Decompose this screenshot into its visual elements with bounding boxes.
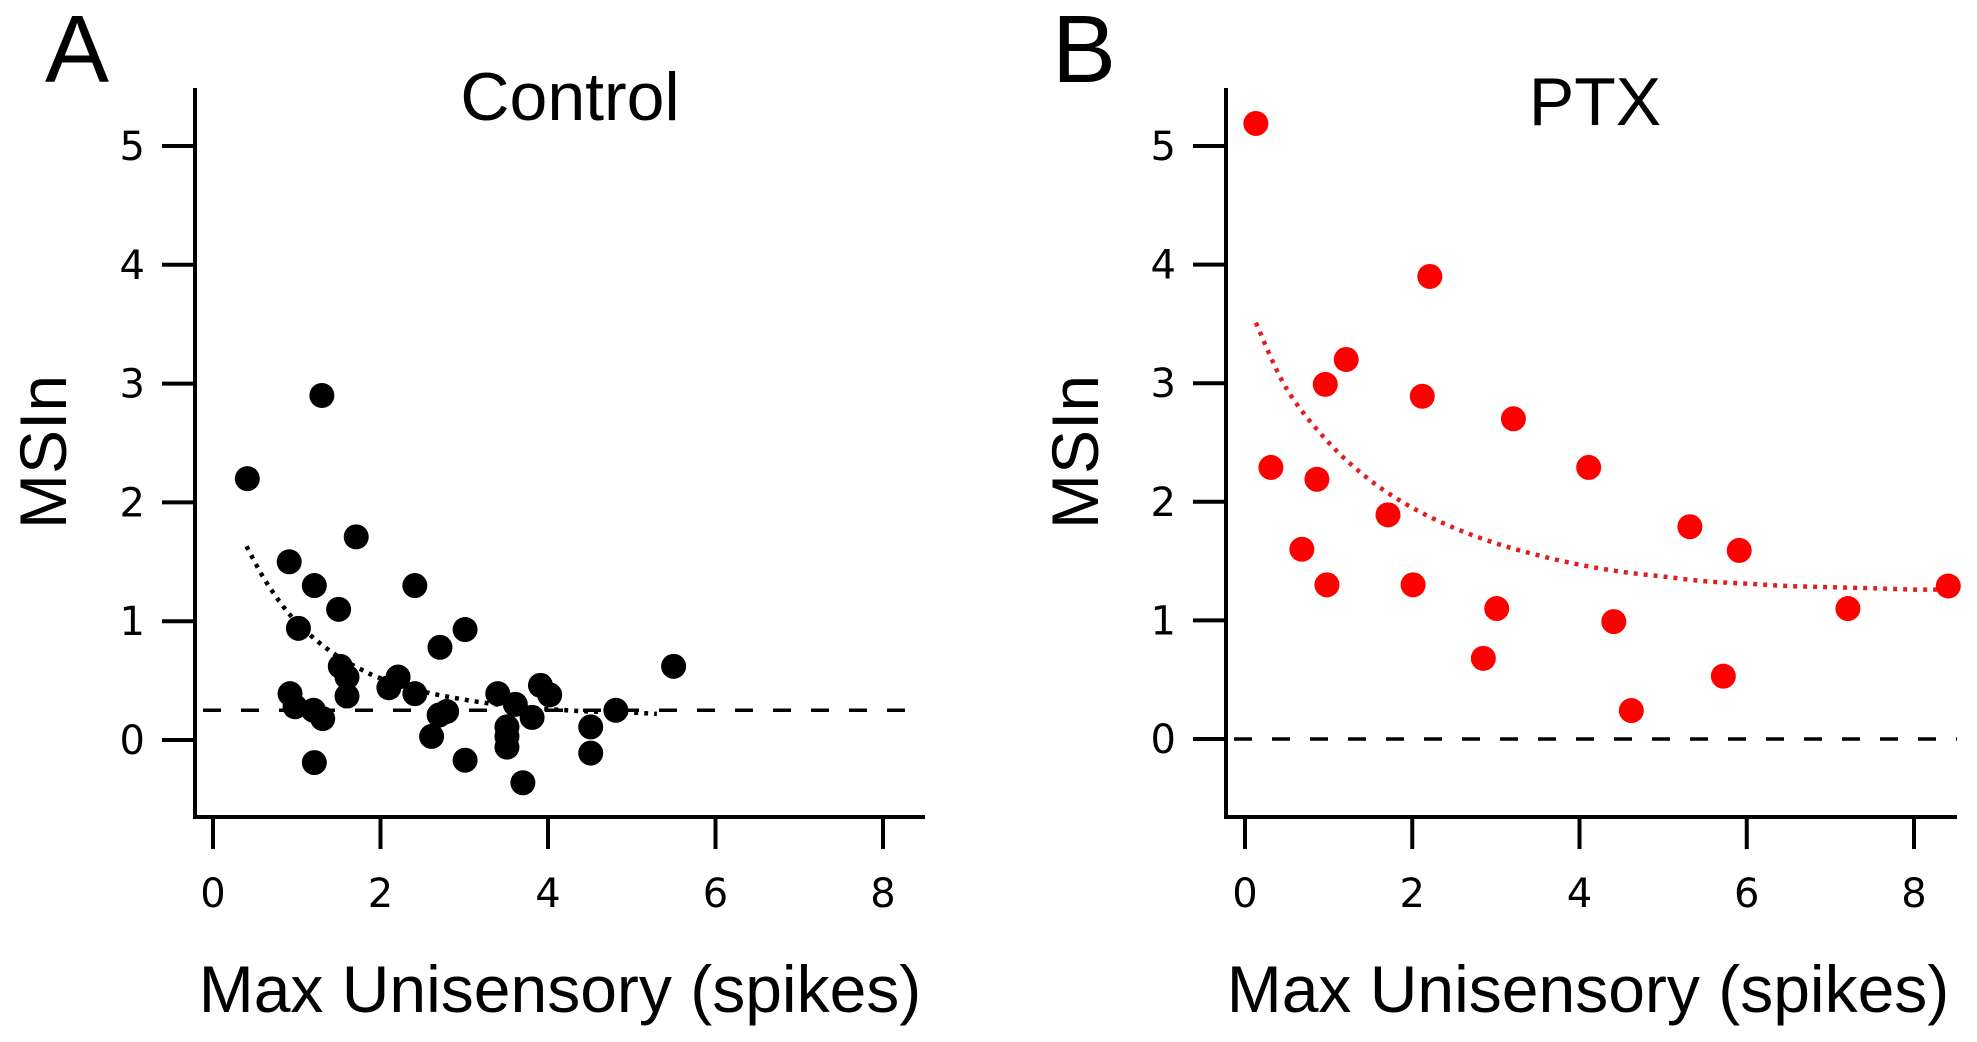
panel-a-data-point xyxy=(578,740,604,766)
panel-a-y-tick-label: 5 xyxy=(120,124,145,170)
panel-a-data-point xyxy=(234,466,260,492)
panel-a-y-tick-label: 3 xyxy=(120,362,145,408)
panel-letter-b: B xyxy=(1052,0,1116,103)
panel-b-fit-curve xyxy=(1253,321,1940,592)
panel-a-y-tick-label: 4 xyxy=(120,243,145,289)
panel-b-data-point xyxy=(1258,454,1284,480)
panel-a-data-point xyxy=(285,615,311,641)
panel-b-y-tick-label: 4 xyxy=(1151,243,1176,289)
panel-a-y-tick-label: 2 xyxy=(120,480,145,526)
panel-a-x-tick-label: 0 xyxy=(200,871,225,917)
panel-a-fit-curve-group xyxy=(244,545,657,717)
panel-b-data-point xyxy=(1304,466,1330,492)
panel-a-data-point xyxy=(309,382,335,408)
panel-b-data-point xyxy=(1618,698,1644,724)
panel-a-data-point xyxy=(661,653,687,679)
panel-b-data-point xyxy=(1417,263,1443,289)
panel-b-data-point xyxy=(1312,371,1338,397)
panel-letter-a: A xyxy=(45,0,109,103)
panel-a-data-point xyxy=(402,573,428,599)
panel-a-axis-lines xyxy=(193,88,925,819)
panel-a-data-point xyxy=(419,723,445,749)
panel-a-data-point xyxy=(452,617,478,643)
panel-a-axes xyxy=(193,88,925,819)
panel-a-data-point xyxy=(334,664,360,690)
panel-b-data-point xyxy=(1935,573,1961,599)
panel-a-data-point xyxy=(537,682,563,708)
panel-a-data-point xyxy=(578,714,604,740)
panel-b-data-point xyxy=(1500,406,1526,432)
panel-b-y-tick-label: 5 xyxy=(1151,124,1176,170)
panel-a-x-tick-label: 2 xyxy=(368,871,393,917)
panel-b-y-tick-label: 2 xyxy=(1151,480,1176,526)
panel-a-data-point xyxy=(301,750,327,776)
panel-a-y-axis-label: MSIn xyxy=(6,375,80,529)
panel-a-fit-curve xyxy=(244,545,657,717)
panel-b-data-point xyxy=(1314,572,1340,598)
panel-b-y-axis-label: MSIn xyxy=(1038,375,1112,529)
panel-b-axis-lines xyxy=(1224,88,1957,819)
panel-a-data-point xyxy=(402,681,428,707)
panel-a-data-point xyxy=(376,675,402,701)
panel-a-data-point xyxy=(510,770,536,796)
panel-b-y-tick-label: 1 xyxy=(1151,598,1176,644)
panel-b-data-point xyxy=(1710,663,1736,689)
panel-b-x-axis-label: Max Unisensory (spikes) xyxy=(1227,952,1950,1026)
panel-a-x-axis-label: Max Unisensory (spikes) xyxy=(199,952,922,1026)
panel-a-data-point xyxy=(310,706,336,732)
panel-a-control: A Control MSIn Max Unisensory (spikes) 0… xyxy=(6,0,925,1026)
panel-b-data-point xyxy=(1400,572,1426,598)
panel-b-data-point xyxy=(1484,596,1510,622)
panel-b-data-point xyxy=(1289,536,1315,562)
panel-b-points xyxy=(1243,110,1961,724)
panel-a-data-point xyxy=(603,697,629,723)
panel-a-data-point xyxy=(334,683,360,709)
panel-a-data-point xyxy=(276,549,302,575)
panel-a-data-point xyxy=(502,691,528,717)
panel-b-data-point xyxy=(1835,596,1861,622)
panel-b-y-tick-label: 0 xyxy=(1151,717,1176,763)
panel-b-x-ticks: 0 2 4 6 8 xyxy=(1232,817,1927,917)
panel-a-data-point xyxy=(494,734,520,760)
panel-b-data-point xyxy=(1375,502,1401,528)
panel-a-x-tick-label: 6 xyxy=(703,871,728,917)
panel-a-data-point xyxy=(301,573,327,599)
panel-b-data-point xyxy=(1333,346,1359,372)
panel-b-data-point xyxy=(1601,609,1627,635)
panel-b-axes xyxy=(1224,88,1957,819)
panel-a-data-point xyxy=(427,634,453,660)
panel-a-y-ticks: 0 1 2 3 4 5 xyxy=(120,124,195,764)
panel-b-data-point xyxy=(1243,110,1269,136)
panel-a-y-tick-label: 0 xyxy=(120,718,145,764)
panel-b-data-point xyxy=(1470,645,1496,671)
panel-b-data-point xyxy=(1726,537,1752,563)
panel-b-x-tick-label: 6 xyxy=(1734,871,1759,917)
panel-b-x-tick-label: 8 xyxy=(1901,871,1926,917)
panel-a-y-tick-label: 1 xyxy=(120,599,145,645)
panel-a-data-point xyxy=(426,702,452,728)
panel-a-x-tick-label: 4 xyxy=(535,871,560,917)
panel-b-ptx: B PTX MSIn Max Unisensory (spikes) 0 1 2 3 4… xyxy=(1038,0,1961,1026)
panel-a-x-tick-label: 8 xyxy=(870,871,895,917)
panel-b-y-tick-label: 3 xyxy=(1151,361,1176,407)
panel-a-points xyxy=(234,382,687,796)
panel-a-data-point xyxy=(519,704,545,730)
panel-b-data-point xyxy=(1409,383,1435,409)
panel-b-title: PTX xyxy=(1529,64,1661,140)
panel-b-x-tick-label: 2 xyxy=(1400,871,1425,917)
panel-a-x-ticks: 0 2 4 6 8 xyxy=(200,817,896,917)
panel-a-data-point xyxy=(452,747,478,773)
panel-a-title: Control xyxy=(460,59,679,135)
panel-b-y-ticks: 0 1 2 3 4 5 xyxy=(1151,124,1226,763)
panel-b-fit-curve-group xyxy=(1253,321,1940,592)
panel-a-data-point xyxy=(343,524,369,550)
panel-b-x-tick-label: 4 xyxy=(1567,871,1592,917)
panel-b-data-point xyxy=(1576,454,1602,480)
panel-b-data-point xyxy=(1677,514,1703,540)
panel-a-data-point xyxy=(326,596,352,622)
panel-b-x-tick-label: 0 xyxy=(1232,871,1257,917)
